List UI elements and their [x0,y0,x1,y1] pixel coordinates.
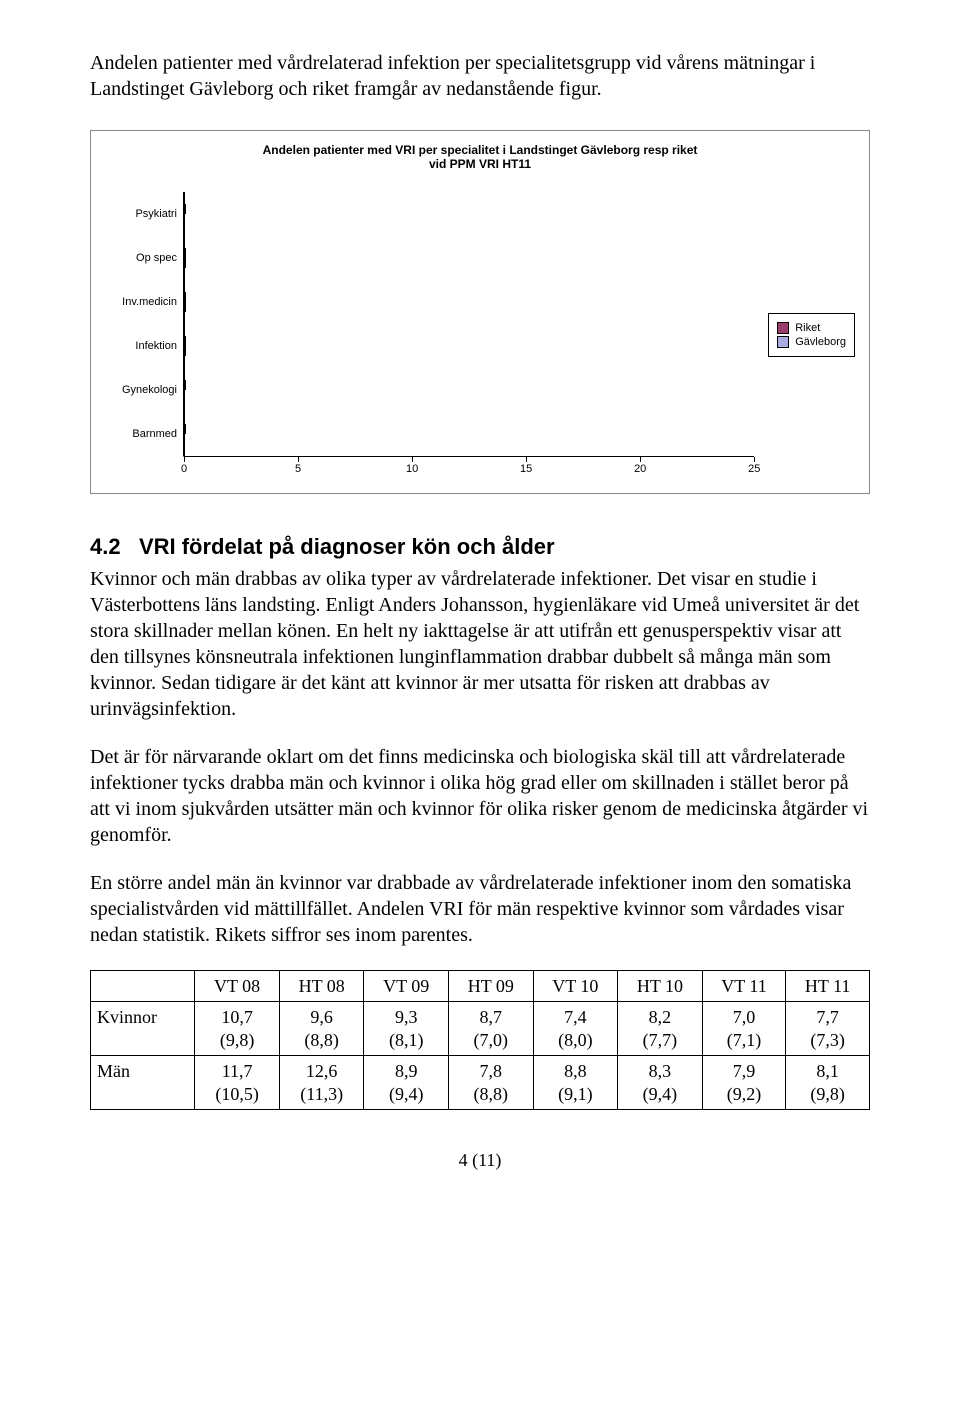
table-cell: 7,8(8,8) [449,1056,534,1110]
legend-swatch [777,336,789,348]
chart-plot-area [183,324,184,368]
chart-bar-riket [184,336,186,346]
table-cell: 7,9(9,2) [702,1056,786,1110]
table-header-cell: VT 08 [195,970,280,1002]
table-row: Män11,7(10,5)12,6(11,3)8,9(9,4)7,8(8,8)8… [91,1056,870,1110]
table-row: Kvinnor10,7(9,8)9,6(8,8)9,3(8,1)8,7(7,0)… [91,1002,870,1056]
chart-row: Op spec [105,236,754,280]
chart-gridline [184,192,185,236]
page: Andelen patienter med vårdrelaterad infe… [0,0,960,1403]
chart-x-axis: 0510152025 [183,456,754,479]
chart-plot-area [183,368,184,412]
chart-tickmark [412,457,413,462]
section-title: VRI fördelat på diagnoser kön och ålder [139,534,555,559]
table-cell: 12,6(11,3) [279,1056,364,1110]
chart-body: Psykiatri Op spec Inv.medicin Infektion Gyne… [105,192,855,479]
chart-row: Gynekologi [105,368,754,412]
page-footer: 4 (11) [90,1150,870,1171]
section-heading: 4.2 VRI fördelat på diagnoser kön och ål… [90,534,870,560]
table-rowhead: Män [91,1056,195,1110]
table-cell: 7,4(8,0) [533,1002,618,1056]
chart-plot: Psykiatri Op spec Inv.medicin Infektion Gyne… [105,192,754,479]
table-cell: 10,7(9,8) [195,1002,280,1056]
chart-row: Barnmed [105,412,754,456]
chart-axis-spacer [105,456,183,479]
chart-title: Andelen patienter med VRI per specialite… [105,143,855,172]
table-rowhead: Kvinnor [91,1002,195,1056]
chart-gridline [184,412,185,456]
chart-category-label: Op spec [105,252,183,264]
chart-bar-riket [184,204,186,214]
chart-bar-riket [184,292,186,302]
table-header-cell: VT 11 [702,970,786,1002]
chart-bar-riket [184,248,186,258]
chart-bar-gavleborg [184,346,186,356]
chart-plot-area [183,280,184,324]
chart-bar-gavleborg [184,258,186,268]
chart-bar-gavleborg [184,302,186,312]
legend-label: Riket [795,322,820,334]
table-header-cell: HT 11 [786,970,870,1002]
chart-title-line1: Andelen patienter med VRI per specialite… [263,143,698,157]
section-p2: Det är för närvarande oklart om det finn… [90,744,870,848]
chart-gridline [184,368,185,412]
chart-plot-area [183,412,184,456]
data-table: VT 08HT 08VT 09HT 09VT 10HT 10VT 11HT 11… [90,970,870,1111]
chart-row: Psykiatri [105,192,754,236]
legend-item: Gävleborg [777,336,846,348]
chart-bar-riket [184,424,186,434]
table-header-cell: HT 09 [449,970,534,1002]
chart-row: Infektion [105,324,754,368]
chart-category-label: Barnmed [105,428,183,440]
legend-item: Riket [777,322,846,334]
table-header-cell: VT 10 [533,970,618,1002]
legend-swatch [777,322,789,334]
chart-container: Andelen patienter med VRI per specialite… [90,130,870,494]
chart-plot-area [183,192,184,236]
chart-tickmark [526,457,527,462]
table-cell: 11,7(10,5) [195,1056,280,1110]
chart-axis-label: 15 [520,463,532,475]
chart-tickmark [298,457,299,462]
intro-paragraph: Andelen patienter med vårdrelaterad infe… [90,50,870,102]
chart-axis-label: 25 [748,463,760,475]
chart-axis-label: 10 [406,463,418,475]
section-number: 4.2 [90,534,121,559]
chart-axis-label: 20 [634,463,646,475]
table-cell: 8,3(9,4) [618,1056,703,1110]
chart-tickmark [184,457,185,462]
chart-axis-label: 5 [295,463,301,475]
table-cell: 8,1(9,8) [786,1056,870,1110]
chart-bar-riket [184,380,186,390]
table-cell: 9,6(8,8) [279,1002,364,1056]
legend-label: Gävleborg [795,336,846,348]
section-p1: Kvinnor och män drabbas av olika typer a… [90,566,870,722]
chart-plot-area [183,236,184,280]
chart-axis-row: 0510152025 [105,456,754,479]
table-header-row: VT 08HT 08VT 09HT 09VT 10HT 10VT 11HT 11 [91,970,870,1002]
table-cell: 7,7(7,3) [786,1002,870,1056]
table-header-cell: VT 09 [364,970,449,1002]
chart-category-label: Gynekologi [105,384,183,396]
table-cell: 7,0(7,1) [702,1002,786,1056]
section-p3: En större andel män än kvinnor var drabb… [90,870,870,948]
chart-category-label: Psykiatri [105,208,183,220]
chart-row: Inv.medicin [105,280,754,324]
table-cell: 8,2(7,7) [618,1002,703,1056]
table-cell: 8,9(9,4) [364,1056,449,1110]
table-cell: 8,8(9,1) [533,1056,618,1110]
table-cell: 9,3(8,1) [364,1002,449,1056]
chart-tickmark [754,457,755,462]
chart-category-label: Infektion [105,340,183,352]
chart-axis-label: 0 [181,463,187,475]
table-header-cell: HT 10 [618,970,703,1002]
chart-tickmark [640,457,641,462]
chart-title-line2: vid PPM VRI HT11 [429,157,531,171]
table-cell: 8,7(7,0) [449,1002,534,1056]
table-header-cell: HT 08 [279,970,364,1002]
chart-legend: Riket Gävleborg [768,313,855,357]
table-header-cell [91,970,195,1002]
chart-category-label: Inv.medicin [105,296,183,308]
